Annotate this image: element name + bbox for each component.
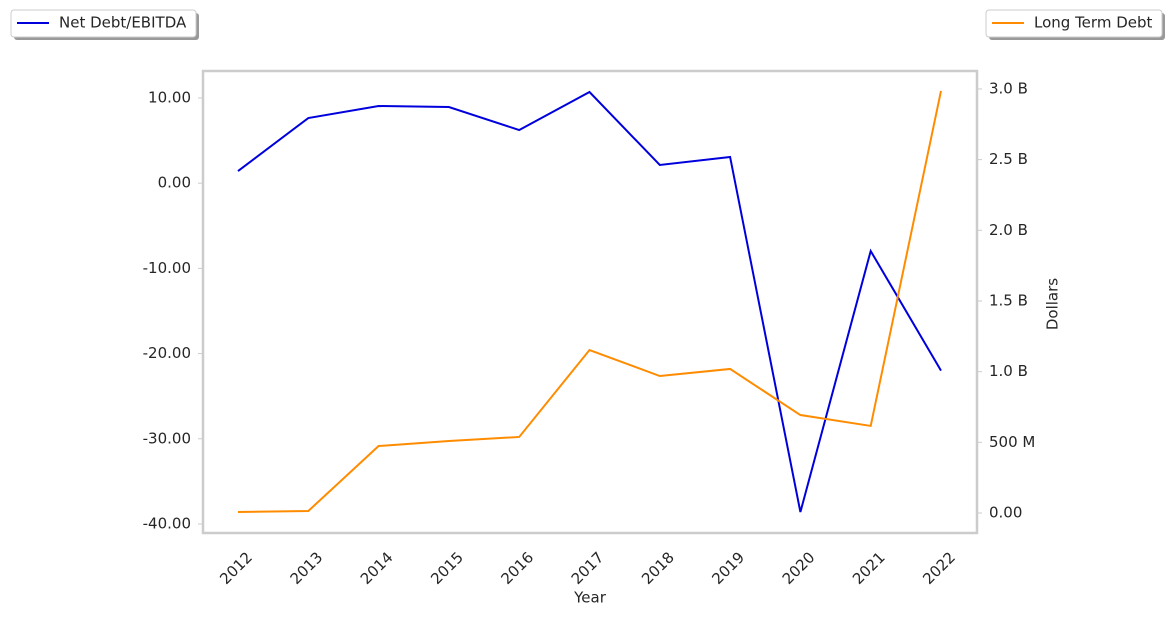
x-tick-label: 2012 [216, 548, 256, 588]
y2-tick-label: 3.0 B [989, 79, 1028, 97]
y-tick-label: 0.00 [158, 174, 191, 192]
y-tick-label: -40.00 [143, 514, 191, 532]
x-tick-label: 2019 [708, 548, 748, 588]
x-axis-label: Year [573, 589, 607, 607]
line-series [237, 90, 942, 513]
x-tick-label: 2021 [849, 548, 889, 588]
y2-tick-label: 500 M [989, 433, 1035, 451]
y2-tick-label: 2.0 B [989, 221, 1028, 239]
legend-label: Net Debt/EBITDA [59, 14, 187, 32]
legend-box [10, 9, 197, 38]
x-tick-label: 2013 [287, 548, 327, 588]
x-tick-label: 2017 [568, 548, 608, 588]
x-tick-label: 2016 [497, 548, 537, 588]
y2-tick-label: 0.00 [989, 503, 1022, 521]
y2-tick-label: 2.5 B [989, 150, 1028, 168]
legend-label: Long Term Debt [1034, 14, 1152, 32]
y-tick-label: -30.00 [143, 429, 191, 447]
x-tick-label: 2022 [919, 548, 959, 588]
x-tick-label: 2018 [638, 548, 678, 588]
y2-tick-label: 1.0 B [989, 362, 1028, 380]
y2-axis-label: Dollars [1044, 278, 1062, 330]
x-tick-label: 2014 [357, 548, 397, 588]
y-tick-label: -10.00 [143, 259, 191, 277]
y2-tick-label: 1.5 B [989, 291, 1028, 309]
x-tick-label: 2015 [427, 548, 467, 588]
y-tick-label: 10.00 [148, 89, 191, 107]
legend-box [985, 9, 1163, 38]
line-series [237, 90, 942, 514]
plot-frame [201, 69, 979, 535]
y-tick-label: -20.00 [143, 344, 191, 362]
x-tick-label: 2020 [779, 548, 819, 588]
